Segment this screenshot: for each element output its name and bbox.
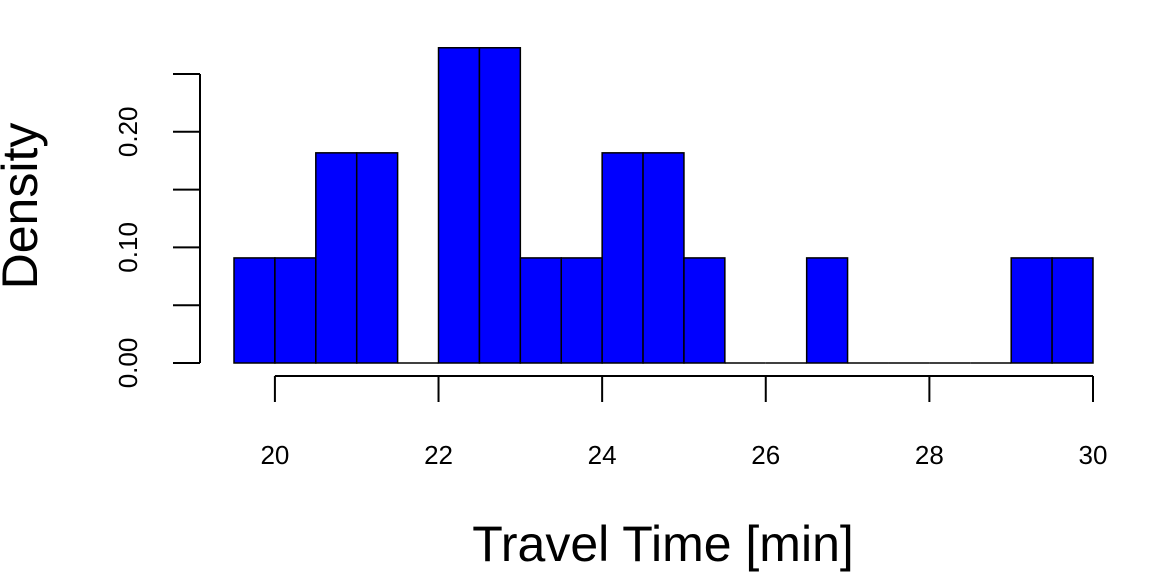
x-tick-label: 30	[1079, 440, 1108, 470]
x-tick-label: 26	[751, 440, 780, 470]
bar	[519, 257, 562, 364]
bar	[355, 152, 399, 364]
bar	[478, 47, 522, 364]
y-axis-title: Density	[0, 123, 48, 290]
y-tick-label: 0.10	[113, 222, 143, 273]
bar	[805, 257, 849, 364]
bar	[601, 152, 644, 364]
bar	[274, 257, 317, 364]
bar	[642, 152, 685, 364]
bar	[315, 152, 358, 364]
bar	[233, 257, 276, 364]
bar	[437, 47, 481, 364]
bar	[1051, 257, 1094, 364]
x-axis-title: Travel Time [min]	[472, 516, 854, 572]
bar	[1010, 257, 1053, 364]
bar	[560, 257, 603, 364]
x-tick-label: 20	[260, 440, 289, 470]
x-tick-label: 28	[915, 440, 944, 470]
y-tick-label: 0.20	[113, 106, 143, 157]
bar	[683, 257, 726, 364]
x-tick-label: 24	[588, 440, 617, 470]
y-tick-label: 0.00	[113, 338, 143, 389]
x-tick-label: 22	[424, 440, 453, 470]
